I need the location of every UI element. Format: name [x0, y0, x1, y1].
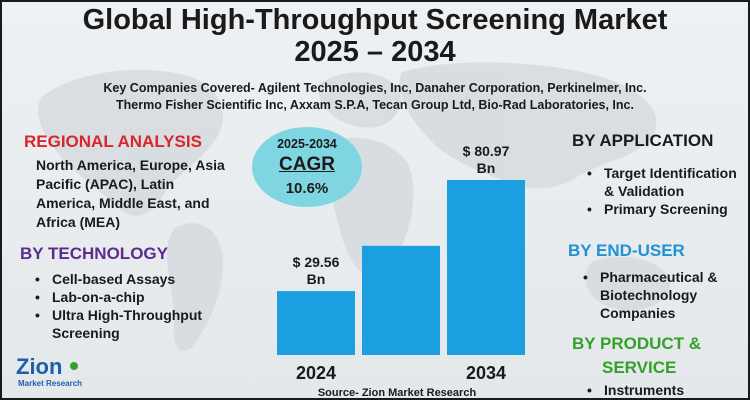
list-item: Ultra High-Throughput Screening — [32, 306, 242, 342]
product-service-heading: BY PRODUCT & SERVICE — [572, 332, 701, 380]
end-user-heading: BY END-USER — [568, 241, 685, 260]
regional-analysis-heading: REGIONAL ANALYSIS — [24, 132, 202, 151]
technology-list: Cell-based Assays Lab-on-a-chip Ultra Hi… — [32, 270, 242, 342]
application-heading: BY APPLICATION — [572, 131, 714, 150]
end-user-list: Pharmaceutical & Biotechnology Companies — [580, 268, 745, 322]
list-item: Pharmaceutical & Biotechnology Companies — [580, 268, 745, 322]
title-line-1: Global High-Throughput Screening Market — [82, 4, 668, 36]
list-item: Lab-on-a-chip — [32, 288, 242, 306]
companies-line-1: Key Companies Covered- Agilent Technolog… — [103, 81, 647, 95]
companies-line-2: Thermo Fisher Scientific Inc, Axxam S.P.… — [116, 98, 634, 112]
market-size-bar-chart: $ 29.56 Bn 2024 $ 80.97 Bn 2034 — [277, 143, 525, 383]
zion-logo: Zion Market Research — [16, 354, 82, 388]
bar-0 — [277, 291, 355, 355]
application-list: Target Identification & Validation Prima… — [584, 164, 744, 218]
list-item: Cell-based Assays — [32, 270, 242, 288]
cagr-label: CAGR — [279, 154, 335, 175]
x-tick-label-0: 2024 — [296, 363, 336, 383]
page-title: Global High-Throughput Screening Market … — [2, 4, 748, 68]
logo-sub-text: Market Research — [18, 379, 82, 388]
cagr-value: 10.6% — [285, 180, 329, 197]
cagr-period: 2025-2034 — [277, 137, 337, 151]
regional-analysis-text: North America, Europe, Asia Pacific (APA… — [36, 157, 225, 230]
list-item: Instruments — [584, 381, 744, 398]
bar-data-label-2: $ 80.97 Bn — [463, 143, 510, 176]
product-service-heading-line-2: SERVICE — [602, 358, 677, 377]
bar-1 — [362, 245, 440, 355]
logo-main-text: Zion — [16, 354, 62, 379]
list-item: Target Identification & Validation — [584, 164, 744, 200]
title-line-2: 2025 – 2034 — [294, 36, 456, 68]
x-tick-label-2: 2034 — [466, 363, 506, 383]
key-companies: Key Companies Covered- Agilent Technolog… — [22, 80, 728, 114]
cagr-badge: 2025-2034 CAGR 10.6% — [252, 127, 362, 207]
bar-2 — [447, 180, 525, 355]
product-service-heading-line-1: BY PRODUCT & — [572, 334, 702, 353]
source-note: Source- Zion Market Research — [317, 387, 477, 399]
product-service-list: Instruments — [584, 381, 744, 398]
list-item: Primary Screening — [584, 200, 744, 218]
bar-data-label-0: $ 29.56 Bn — [293, 254, 340, 287]
technology-heading: BY TECHNOLOGY — [20, 244, 168, 263]
